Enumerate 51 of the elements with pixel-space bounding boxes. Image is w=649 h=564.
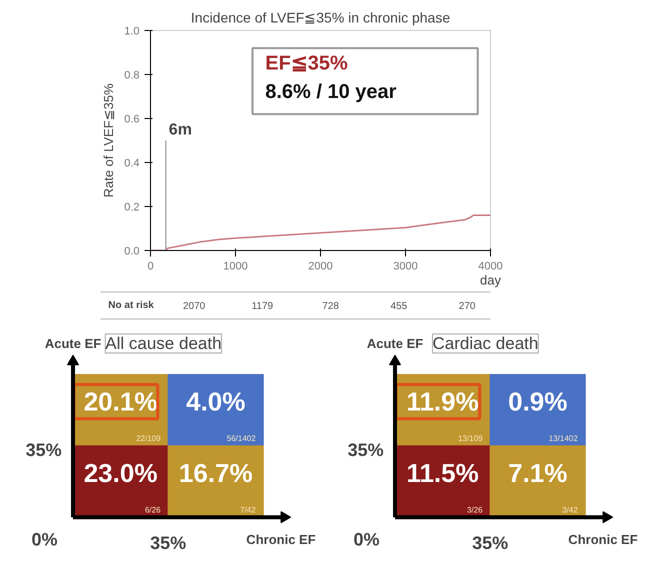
data-label: 7.1% (508, 458, 568, 488)
text: All cause death (105, 334, 222, 354)
y-tick-label: 0.4 (124, 158, 140, 170)
y-axis-title: Rate of LVEF≦35% (101, 83, 116, 198)
text: 0% (31, 529, 58, 550)
annotation: EF≦35% (265, 52, 348, 74)
y-tick-label: 0.6 (124, 114, 140, 126)
text: 728 (322, 301, 340, 312)
x-tick-label: 2000 (308, 260, 333, 272)
text: 13/1402 (548, 434, 578, 444)
text: 35% (472, 532, 508, 553)
text: 0% (353, 529, 380, 550)
text: 6/26 (144, 506, 162, 515)
chart-title: Incidence of LVEF≦35% in chronic phase (190, 10, 450, 26)
x-tick-label: 3000 (393, 260, 418, 272)
y-tick-label: 1.0 (124, 26, 140, 38)
text: 35% (150, 532, 186, 553)
text: Acute EF (44, 336, 102, 351)
text: 1179 (252, 301, 274, 312)
text: 270 (458, 301, 476, 312)
text: 35% (26, 440, 62, 460)
x-tick-label: 0 (147, 260, 154, 272)
text: No at risk (108, 300, 154, 311)
text: 22/109 (136, 434, 162, 444)
data-label: 11.5% (406, 458, 479, 488)
data-label: 0.9% (508, 386, 568, 417)
y-tick-label: 0.2 (124, 202, 140, 214)
text: Chronic EF (246, 532, 316, 548)
text: 35% (348, 440, 384, 460)
text: 3/42 (562, 506, 578, 515)
text: 455 (390, 301, 408, 312)
text: Acute EF (366, 336, 424, 351)
text: 2070 (182, 301, 206, 312)
data-label: 4.0% (186, 386, 246, 417)
x-axis-title: day (480, 272, 502, 288)
text: 7/42 (240, 506, 256, 515)
x-tick-label: 1000 (223, 260, 248, 272)
y-tick-label: 0.0 (124, 246, 140, 258)
data-label: 20.1% (84, 386, 158, 417)
y-tick-label: 0.8 (124, 70, 140, 82)
text: 13/109 (458, 434, 484, 444)
data-label: 23.0% (84, 458, 158, 488)
data-label: 16.7% (178, 458, 253, 488)
x-tick-label: 4000 (478, 260, 503, 272)
data-label: 11.9% (406, 386, 479, 417)
text: Chronic EF (568, 532, 638, 548)
text: Cardiac death (432, 334, 538, 354)
text: 56/1402 (226, 434, 256, 444)
ref-line-label: 6m (168, 122, 192, 138)
annotation: 8.6% / 10 year (265, 81, 397, 104)
text: 3/26 (466, 506, 484, 515)
